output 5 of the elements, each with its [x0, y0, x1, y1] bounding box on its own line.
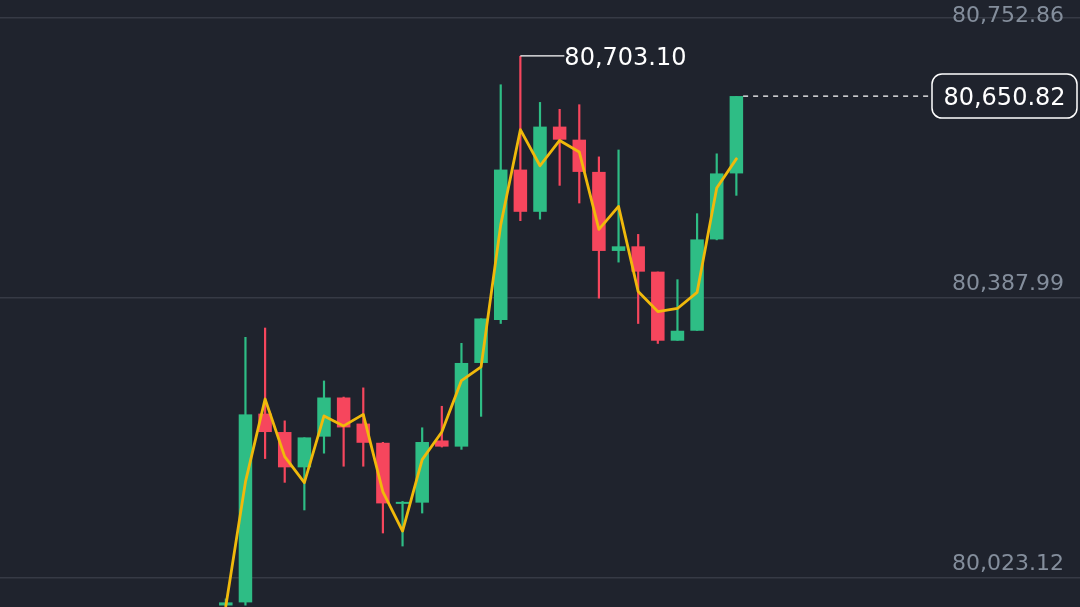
- y-tick-label: 80,023.12: [952, 549, 1064, 575]
- y-tick-label: 80,752.86: [952, 2, 1064, 27]
- y-tick-label: 80,387.99: [952, 269, 1064, 295]
- annotation: 80,703.10: [564, 42, 687, 71]
- ref-line-label: 80,650.82: [943, 83, 1066, 112]
